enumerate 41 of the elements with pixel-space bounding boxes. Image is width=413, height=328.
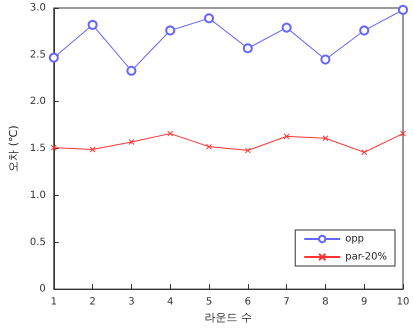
x-tick-label: 9 — [361, 296, 368, 308]
point — [206, 144, 212, 150]
x-tick-label: 4 — [167, 296, 174, 308]
point — [244, 147, 251, 154]
x-tick-label: 2 — [89, 296, 96, 308]
point — [320, 54, 330, 65]
y-tick-label: 1.0 — [30, 190, 46, 201]
point — [204, 13, 214, 24]
x-tick-label: 5 — [206, 296, 212, 308]
point — [398, 4, 408, 15]
point — [284, 133, 290, 140]
point — [359, 25, 370, 36]
point — [282, 22, 292, 33]
x-tick-label: 6 — [244, 296, 251, 308]
point — [128, 138, 134, 145]
point — [242, 43, 253, 54]
x-tick-label: 8 — [322, 296, 329, 308]
y-tick-label: 3.0 — [30, 2, 46, 14]
y-tick-label: 0.5 — [30, 236, 46, 248]
y-tick-label: 0 — [39, 284, 46, 295]
point — [167, 130, 174, 137]
x-tick-label: 1 — [50, 296, 57, 308]
y-tick-label: 2.0 — [30, 96, 46, 108]
point — [90, 146, 96, 152]
point — [50, 144, 57, 151]
x-tick-label: 10 — [396, 296, 410, 308]
point — [165, 25, 176, 36]
point — [88, 20, 98, 30]
y-tick-label: 2.5 — [30, 49, 46, 60]
point — [322, 135, 328, 142]
x-tick-label: 7 — [283, 296, 290, 308]
point — [400, 130, 406, 137]
x-axis-title: 라운드 수 — [204, 311, 252, 324]
legend-label: par-20% — [345, 252, 388, 262]
point — [48, 52, 59, 63]
point — [126, 66, 136, 76]
point — [361, 149, 368, 156]
legend-label: opp — [345, 234, 364, 244]
y-tick-label: 1.5 — [30, 143, 46, 154]
x-tick-label: 3 — [128, 296, 135, 308]
y-axis-title: 오차 (℃) — [7, 125, 20, 172]
